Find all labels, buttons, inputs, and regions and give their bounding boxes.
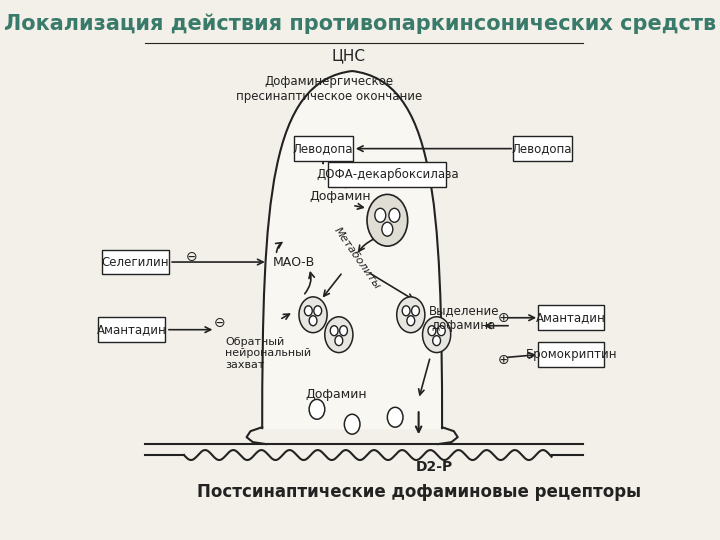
Circle shape xyxy=(397,297,425,333)
Circle shape xyxy=(402,306,410,316)
Text: Амантадин: Амантадин xyxy=(536,311,606,324)
Text: ⊕: ⊕ xyxy=(498,353,509,367)
Text: Амантадин: Амантадин xyxy=(96,323,166,336)
Text: Постсинаптические дофаминовые рецепторы: Постсинаптические дофаминовые рецепторы xyxy=(197,483,641,501)
FancyBboxPatch shape xyxy=(294,136,353,161)
Circle shape xyxy=(299,297,327,333)
Text: Леводопа: Леводопа xyxy=(512,142,572,155)
Circle shape xyxy=(305,306,312,316)
Text: МАО-В: МАО-В xyxy=(272,255,315,268)
Circle shape xyxy=(389,208,400,222)
Circle shape xyxy=(330,326,338,336)
Circle shape xyxy=(367,194,408,246)
FancyBboxPatch shape xyxy=(102,249,168,274)
Circle shape xyxy=(325,317,353,353)
Text: ДОФА-декарбоксилаза: ДОФА-декарбоксилаза xyxy=(316,168,459,181)
Text: Дофамин: Дофамин xyxy=(310,190,372,203)
Text: Леводопа: Леводопа xyxy=(293,142,354,155)
Circle shape xyxy=(309,316,317,326)
Text: Селегилин: Селегилин xyxy=(102,255,169,268)
Text: ⊕: ⊕ xyxy=(498,310,509,325)
Circle shape xyxy=(423,317,451,353)
FancyBboxPatch shape xyxy=(99,318,165,342)
FancyBboxPatch shape xyxy=(538,342,604,367)
FancyBboxPatch shape xyxy=(328,162,446,187)
Text: Дофамин: Дофамин xyxy=(306,388,367,401)
Circle shape xyxy=(412,306,420,316)
Circle shape xyxy=(340,326,348,336)
Circle shape xyxy=(335,336,343,346)
Circle shape xyxy=(344,414,360,434)
Circle shape xyxy=(314,306,322,316)
Text: Локализация действия противопаркинсонических средств: Локализация действия противопаркинсониче… xyxy=(4,13,716,33)
Circle shape xyxy=(433,336,441,346)
Circle shape xyxy=(387,407,403,427)
Circle shape xyxy=(382,222,393,236)
Text: Бромокриптин: Бромокриптин xyxy=(526,348,617,361)
Circle shape xyxy=(407,316,415,326)
FancyBboxPatch shape xyxy=(513,136,572,161)
Text: Метаболиты: Метаболиты xyxy=(333,225,383,291)
Text: Обратный
нейрональный
захват: Обратный нейрональный захват xyxy=(225,336,312,370)
Circle shape xyxy=(375,208,386,222)
Text: ⊖: ⊖ xyxy=(213,316,225,330)
FancyBboxPatch shape xyxy=(538,305,604,330)
Circle shape xyxy=(437,326,445,336)
Text: Дофаминергическое
пресинаптическое окончание: Дофаминергическое пресинаптическое оконч… xyxy=(235,75,422,103)
Circle shape xyxy=(309,400,325,419)
Text: ЦНС: ЦНС xyxy=(331,49,365,64)
Circle shape xyxy=(428,326,436,336)
Text: ⊖: ⊖ xyxy=(186,250,197,264)
Text: D2-P: D2-P xyxy=(415,460,453,474)
PathPatch shape xyxy=(262,71,442,429)
Text: Выделение
дофамина: Выделение дофамина xyxy=(428,304,499,332)
